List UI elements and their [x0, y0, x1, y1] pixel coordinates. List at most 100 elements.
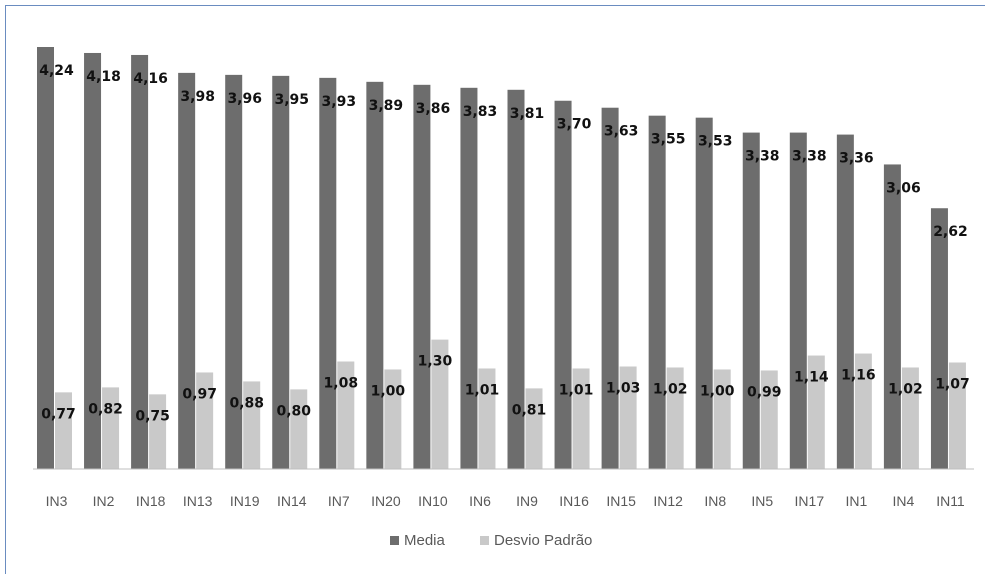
bar-media-in1 [836, 134, 854, 469]
label-media-in20: 3,89 [369, 98, 404, 114]
bar-media-in6 [460, 87, 478, 469]
bar-media-in18 [131, 54, 149, 469]
bar-media-in9 [507, 89, 525, 469]
legend-label-desvio: Desvio Padrão [494, 532, 592, 549]
legend-swatch-media [390, 536, 399, 545]
bar-media-in10 [413, 84, 431, 470]
label-desvio-in6: 1,01 [465, 382, 500, 398]
x-tick-in13: IN13 [183, 493, 213, 509]
bar-desvio-in14 [290, 389, 308, 469]
bar-media-in14 [272, 75, 290, 469]
x-tick-labels: IN3 IN2 IN18 IN13 IN19 IN14 IN7 IN20 IN10 IN6 IN9 I… [46, 493, 965, 509]
bar-desvio-in10 [431, 339, 449, 469]
bar-desvio-in15 [619, 366, 637, 469]
bar-desvio-in2 [102, 387, 120, 469]
bar-desvio-in18 [149, 394, 167, 469]
bar-desvio-in12 [666, 367, 684, 469]
x-tick-in6: IN6 [469, 493, 491, 509]
label-media-in19: 3,96 [227, 91, 262, 107]
label-media-in10: 3,86 [416, 101, 451, 117]
label-desvio-in5: 0,99 [747, 384, 782, 400]
bar-media-in8 [695, 117, 713, 469]
label-desvio-in3: 0,77 [41, 406, 76, 422]
x-tick-in20: IN20 [371, 493, 401, 509]
x-tick-in11: IN11 [936, 493, 965, 509]
label-desvio-in20: 1,00 [371, 383, 406, 399]
bar-desvio-in8 [713, 369, 731, 469]
label-desvio-in13: 0,97 [182, 386, 217, 402]
x-tick-in10: IN10 [418, 493, 448, 509]
bar-media-in11 [930, 208, 948, 470]
x-tick-in5: IN5 [751, 493, 773, 509]
label-desvio-in18: 0,75 [135, 408, 170, 424]
bar-media-in4 [883, 164, 901, 469]
label-media-in3: 4,24 [39, 63, 74, 79]
label-media-in7: 3,93 [322, 94, 357, 110]
label-media-in13: 3,98 [180, 89, 215, 105]
label-media-in16: 3,70 [557, 117, 592, 133]
label-desvio-in12: 1,02 [653, 381, 688, 397]
bar-desvio-in19 [243, 381, 261, 469]
legend-label-media: Media [404, 532, 446, 549]
bar-desvio-in11 [948, 362, 966, 469]
label-desvio-in1: 1,16 [841, 368, 876, 384]
label-media-in1: 3,36 [839, 151, 874, 167]
bar-desvio-in20 [384, 369, 402, 469]
label-media-in12: 3,55 [651, 132, 686, 148]
bar-desvio-in5 [760, 370, 778, 469]
bar-media-in3 [37, 47, 54, 469]
bar-desvio-in13 [196, 372, 214, 469]
x-tick-in4: IN4 [893, 493, 915, 509]
bar-media-in15 [601, 107, 619, 469]
bar-media-in19 [225, 74, 243, 470]
x-tick-in8: IN8 [704, 493, 726, 509]
bar-desvio-in1 [854, 353, 872, 469]
label-desvio-in16: 1,01 [559, 382, 594, 398]
bar-media-in20 [366, 81, 384, 470]
bar-media-in5 [742, 132, 760, 469]
x-tick-in19: IN19 [230, 493, 260, 509]
bar-desvio-in16 [572, 368, 590, 469]
bar-chart: 4,24 0,77 4,18 0,82 4,16 0,75 3,98 0,97 3,96 0,88… [33, 47, 974, 549]
legend: Media Desvio Padrão [390, 532, 592, 549]
bar-desvio-in3 [55, 392, 72, 469]
x-tick-in17: IN17 [795, 493, 825, 509]
bar-media-in12 [648, 115, 666, 469]
label-desvio-in7: 1,08 [324, 376, 359, 392]
legend-swatch-desvio [480, 536, 489, 545]
label-desvio-in11: 1,07 [935, 377, 970, 393]
x-tick-in9: IN9 [516, 493, 538, 509]
label-media-in14: 3,95 [275, 92, 310, 108]
label-media-in4: 3,06 [886, 180, 921, 196]
label-media-in9: 3,81 [510, 106, 545, 122]
x-tick-in18: IN18 [136, 493, 166, 509]
bar-desvio-in4 [901, 367, 919, 469]
bar-desvio-in6 [478, 368, 496, 469]
bar-media-in17 [789, 132, 807, 469]
label-media-in11: 2,62 [933, 224, 968, 240]
label-desvio-in15: 1,03 [606, 380, 641, 396]
label-media-in18: 4,16 [133, 71, 168, 87]
x-tick-in14: IN14 [277, 493, 307, 509]
x-tick-in15: IN15 [606, 493, 636, 509]
x-tick-in12: IN12 [653, 493, 683, 509]
x-tick-in3: IN3 [46, 493, 68, 509]
bars-group: 4,24 0,77 4,18 0,82 4,16 0,75 3,98 0,97 3,96 0,88… [37, 47, 970, 470]
label-desvio-in8: 1,00 [700, 383, 735, 399]
label-desvio-in14: 0,80 [277, 403, 312, 419]
bar-media-in16 [554, 100, 572, 469]
label-desvio-in2: 0,82 [88, 401, 123, 417]
label-media-in6: 3,83 [463, 104, 498, 120]
x-tick-in1: IN1 [845, 493, 867, 509]
x-tick-in7: IN7 [328, 493, 350, 509]
bar-media-in7 [319, 77, 337, 470]
label-desvio-in4: 1,02 [888, 381, 923, 397]
label-media-in15: 3,63 [604, 124, 639, 140]
bar-desvio-in9 [525, 388, 543, 469]
chart-frame: 4,24 0,77 4,18 0,82 4,16 0,75 3,98 0,97 3,96 0,88… [5, 5, 985, 574]
label-desvio-in19: 0,88 [229, 395, 264, 411]
x-tick-in16: IN16 [559, 493, 589, 509]
label-media-in17: 3,38 [792, 149, 827, 165]
x-tick-in2: IN2 [93, 493, 115, 509]
label-desvio-in9: 0,81 [512, 402, 547, 418]
